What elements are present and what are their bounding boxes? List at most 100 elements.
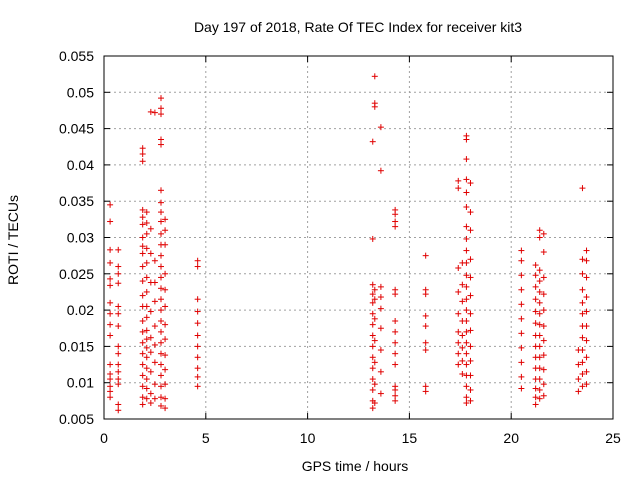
data-point (463, 204, 470, 211)
data-point (162, 366, 169, 373)
data-point (532, 272, 539, 279)
data-point (107, 299, 114, 306)
data-point (455, 264, 462, 271)
data-point (107, 259, 114, 266)
data-point (158, 361, 165, 368)
data-point (536, 278, 543, 285)
data-point (158, 95, 165, 102)
data-point (422, 339, 429, 346)
data-point (369, 343, 376, 350)
data-point (392, 218, 399, 225)
data-point (463, 189, 470, 196)
data-point (463, 296, 470, 303)
data-point (115, 246, 122, 253)
data-point (162, 321, 169, 328)
y-axis-label: ROTI / TECUs (5, 195, 21, 285)
data-point (107, 218, 114, 225)
data-point (536, 310, 543, 317)
data-point (371, 103, 378, 110)
data-point (540, 392, 547, 399)
data-point (536, 386, 543, 393)
data-point (143, 344, 150, 351)
data-point (158, 136, 165, 143)
data-point (158, 350, 165, 357)
data-point (139, 361, 146, 368)
data-point (139, 278, 146, 285)
data-point (536, 365, 543, 372)
data-point (158, 307, 165, 314)
data-point (139, 263, 146, 270)
data-point (143, 376, 150, 383)
data-point (369, 405, 376, 412)
data-point (459, 370, 466, 377)
data-point (147, 349, 154, 356)
data-point (143, 245, 150, 252)
data-point (158, 199, 165, 206)
data-point (107, 394, 114, 401)
data-point (518, 272, 525, 279)
data-point (139, 401, 146, 408)
data-point (463, 394, 470, 401)
data-point (139, 221, 146, 228)
data-point (459, 281, 466, 288)
data-point (162, 216, 169, 223)
data-point (143, 209, 150, 216)
data-point (139, 372, 146, 379)
y-tick-label: 0.035 (59, 193, 94, 209)
data-point (147, 250, 154, 257)
data-point (371, 315, 378, 322)
data-point (583, 274, 590, 281)
y-tick-label: 0.03 (67, 230, 94, 246)
data-point (147, 108, 154, 115)
data-point (579, 286, 586, 293)
data-point (162, 227, 169, 234)
data-point (139, 350, 146, 357)
data-point (107, 246, 114, 253)
data-point (115, 376, 122, 383)
y-tick-labels: 0.005 0.01 0.015 0.02 0.025 0.03 0.035 0.04 0.04… (59, 48, 94, 427)
data-point (143, 303, 150, 310)
data-point (151, 109, 158, 116)
data-point (540, 274, 547, 281)
data-point (369, 235, 376, 242)
data-point (139, 214, 146, 221)
data-point (151, 341, 158, 348)
data-point (463, 317, 470, 324)
data-point (467, 327, 474, 334)
x-tick-labels: 0 5 10 15 20 25 (100, 430, 621, 446)
x-tick-label: 15 (402, 430, 418, 446)
data-point (115, 361, 122, 368)
data-point (518, 359, 525, 366)
data-point (139, 292, 146, 299)
data-point (467, 343, 474, 350)
data-point (147, 368, 154, 375)
data-point (536, 288, 543, 295)
data-point (107, 388, 114, 395)
data-point (583, 323, 590, 330)
data-point (115, 263, 122, 270)
data-point (369, 376, 376, 383)
data-point (377, 390, 384, 397)
data-point (575, 361, 582, 368)
data-point (422, 347, 429, 354)
data-point (147, 400, 154, 407)
data-point (536, 234, 543, 241)
data-point (139, 234, 146, 241)
data-point (139, 250, 146, 257)
data-point (463, 156, 470, 163)
data-point (107, 282, 114, 289)
data-point (536, 376, 543, 383)
data-point (158, 111, 165, 118)
data-point (158, 209, 165, 216)
data-point (158, 285, 165, 292)
y-tick-label: 0.02 (67, 302, 94, 318)
y-tick-label: 0.05 (67, 84, 94, 100)
data-point (107, 332, 114, 339)
data-point (467, 397, 474, 404)
data-point (575, 376, 582, 383)
data-point (467, 256, 474, 263)
data-point (158, 402, 165, 409)
data-point (115, 303, 122, 310)
data-point (540, 307, 547, 314)
